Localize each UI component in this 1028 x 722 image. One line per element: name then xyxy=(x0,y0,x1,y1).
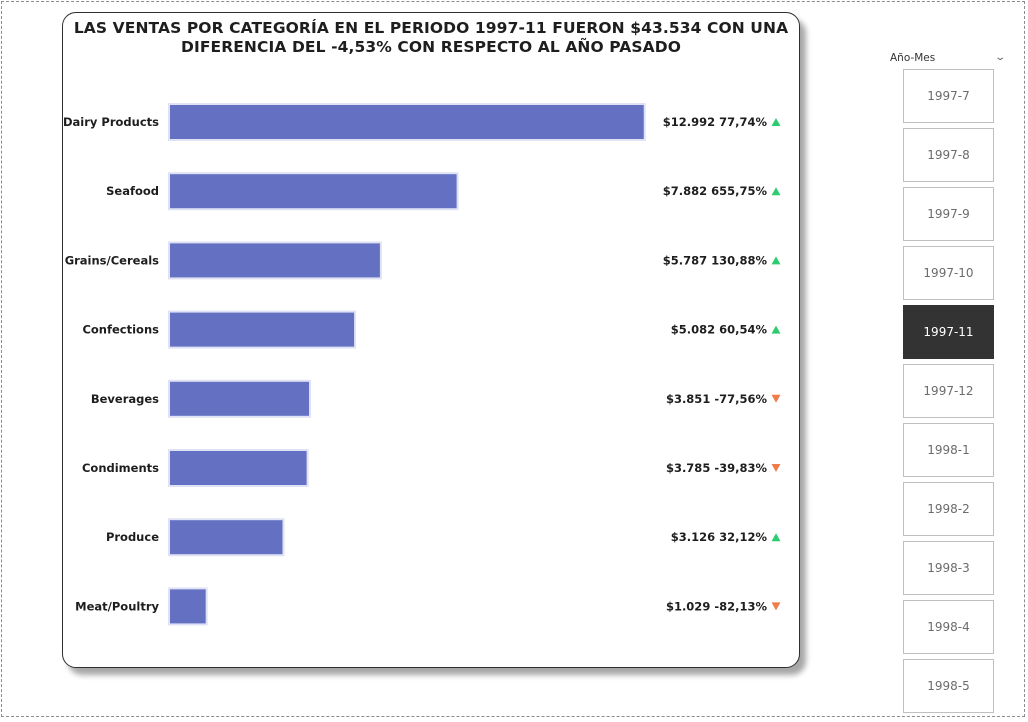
data-label: $5.082 60,54% xyxy=(671,323,768,337)
trend-up-icon xyxy=(771,325,781,334)
bar[interactable] xyxy=(168,103,646,141)
data-label: $12.992 77,74% xyxy=(663,115,768,129)
chart-title: LAS VENTAS POR CATEGORÍA EN EL PERIODO 1… xyxy=(73,19,789,56)
data-label: $3.785 -39,83% xyxy=(666,461,768,475)
bar[interactable] xyxy=(168,241,382,280)
data-label: $3.851 -77,56% xyxy=(666,392,768,406)
trend-up-icon xyxy=(771,187,781,196)
trend-up-icon xyxy=(771,118,781,126)
category-label: Dairy Products xyxy=(63,115,159,129)
data-label: $5.787 130,88% xyxy=(663,253,768,267)
slicer-item[interactable]: 1997-12 xyxy=(903,364,994,418)
slicer-item[interactable]: 1998-4 xyxy=(903,600,994,654)
bar[interactable] xyxy=(168,310,357,349)
slicer-item[interactable]: 1997-7 xyxy=(903,69,994,123)
bar[interactable] xyxy=(168,587,208,626)
data-label: $7.882 655,75% xyxy=(663,184,768,198)
bar[interactable] xyxy=(168,518,285,557)
slicer-item[interactable]: 1998-3 xyxy=(903,541,994,595)
trend-up-icon xyxy=(771,533,781,542)
chevron-down-icon[interactable]: ⌄ xyxy=(993,52,1006,63)
category-label: Confections xyxy=(82,323,159,337)
sales-by-category-chart: LAS VENTAS POR CATEGORÍA EN EL PERIODO 1… xyxy=(62,12,800,668)
slicer-header: Año-Mes ⌄ xyxy=(890,52,1006,68)
slicer-item[interactable]: 1997-8 xyxy=(903,128,994,182)
slicer-item[interactable]: 1997-10 xyxy=(903,246,994,300)
category-label: Seafood xyxy=(106,184,159,198)
slicer-item[interactable]: 1998-2 xyxy=(903,482,994,536)
bar[interactable] xyxy=(168,379,312,418)
category-label: Condiments xyxy=(82,461,159,475)
category-label: Produce xyxy=(106,530,159,544)
category-label: Grains/Cereals xyxy=(65,253,159,267)
data-label: $3.126 32,12% xyxy=(671,530,768,544)
category-label: Meat/Poultry xyxy=(75,599,159,613)
slicer-item[interactable]: 1998-1 xyxy=(903,423,994,477)
trend-down-icon xyxy=(771,394,781,403)
slicer-item[interactable]: 1998-5 xyxy=(903,659,994,713)
slicer-item[interactable]: 1997-9 xyxy=(903,187,994,241)
slicer-title: Año-Mes xyxy=(890,52,936,64)
bar[interactable] xyxy=(168,449,309,487)
trend-up-icon xyxy=(771,256,781,265)
trend-down-icon xyxy=(771,464,781,472)
slicer-item[interactable]: 1997-11 xyxy=(903,305,994,359)
trend-down-icon xyxy=(771,602,781,611)
bar[interactable] xyxy=(168,172,459,211)
bar-chart-svg: Dairy Products $12.992 77,74% Seafood $7.88… xyxy=(63,103,781,626)
category-label: Beverages xyxy=(91,392,159,406)
data-label: $1.029 -82,13% xyxy=(666,599,768,613)
